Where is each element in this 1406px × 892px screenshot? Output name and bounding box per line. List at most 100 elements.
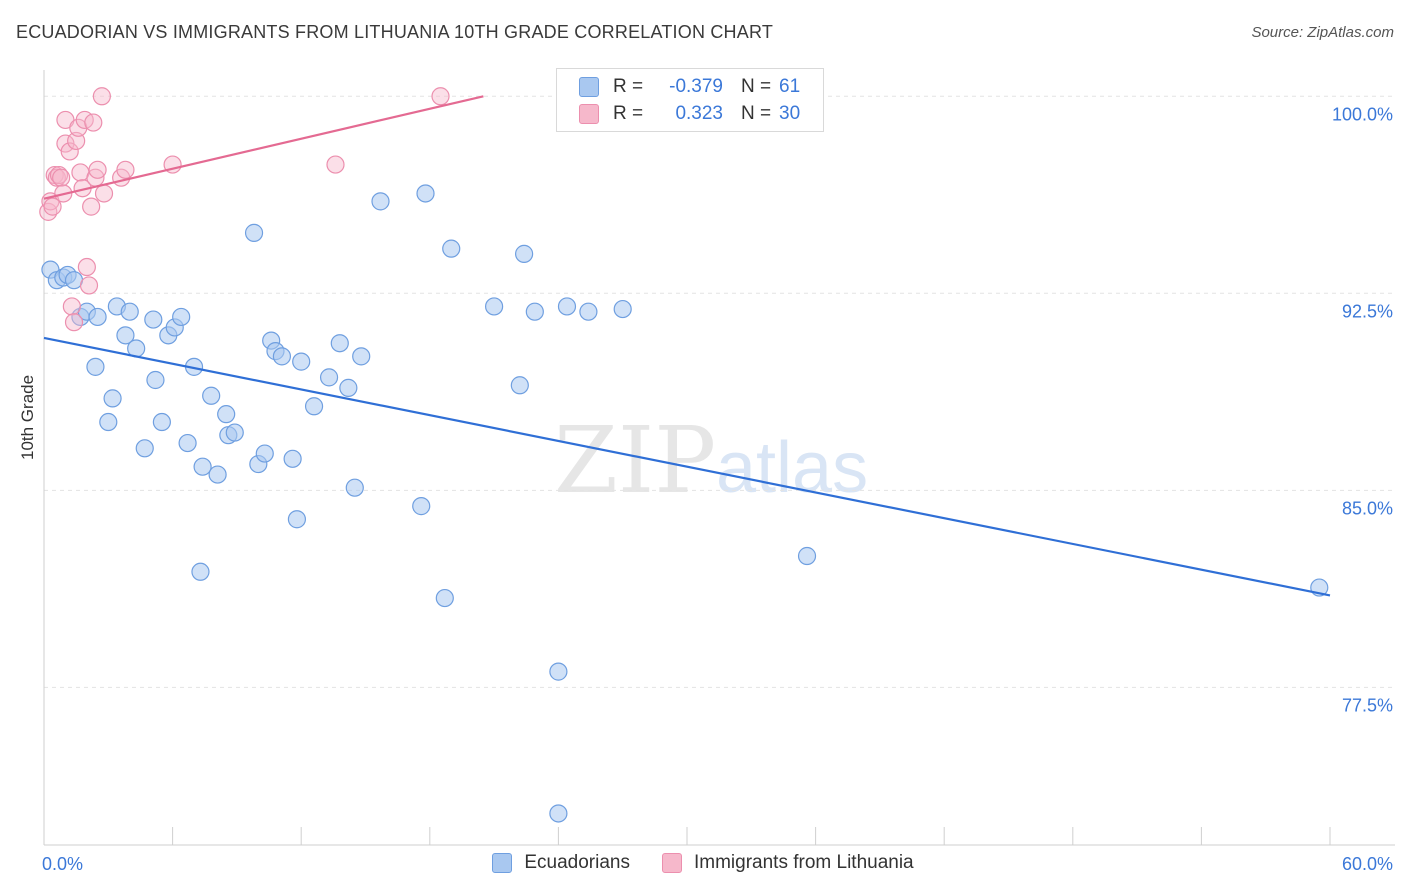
legend-n-label: N = xyxy=(741,103,772,124)
y-tick-label: 92.5% xyxy=(1342,301,1393,321)
point-ecuadorians xyxy=(319,368,339,387)
point-ecuadorians xyxy=(287,510,307,529)
point-ecuadorians xyxy=(525,302,544,321)
legend-row-ecuadorians: R = -0.379 N = 61 xyxy=(579,75,800,99)
point-ecuadorians xyxy=(146,370,165,390)
point-lithuania xyxy=(52,168,71,187)
point-ecuadorians xyxy=(193,457,212,476)
point-ecuadorians xyxy=(120,302,139,321)
legend-label-lithuania: Immigrants from Lithuania xyxy=(693,852,914,873)
point-ecuadorians xyxy=(217,405,236,424)
point-ecuadorians xyxy=(416,184,435,203)
point-lithuania xyxy=(77,257,96,277)
source-label: Source: ZipAtlas.com xyxy=(1251,24,1394,41)
point-ecuadorians xyxy=(485,297,504,316)
gridlines xyxy=(44,95,1395,688)
point-ecuadorians xyxy=(549,662,568,681)
point-lithuania xyxy=(92,87,111,106)
point-ecuadorians xyxy=(304,397,324,416)
point-lithuania xyxy=(116,160,135,179)
point-ecuadorians xyxy=(371,192,390,211)
point-lithuania xyxy=(49,165,69,185)
point-ecuadorians xyxy=(208,465,227,484)
legend-swatch-blue xyxy=(579,77,599,97)
point-ecuadorians xyxy=(255,444,274,463)
legend-item-ecuadorians[interactable]: Ecuadorians xyxy=(492,852,630,874)
point-ecuadorians xyxy=(103,389,122,408)
legend-swatch-pink xyxy=(661,853,682,873)
point-ecuadorians xyxy=(202,386,221,405)
series-lithuania-points xyxy=(39,87,450,332)
legend-item-lithuania[interactable]: Immigrants from Lithuania xyxy=(661,852,914,874)
point-ecuadorians xyxy=(225,423,244,442)
point-ecuadorians xyxy=(144,310,163,329)
point-ecuadorians xyxy=(442,239,461,258)
point-ecuadorians xyxy=(345,478,364,497)
point-lithuania xyxy=(82,197,101,216)
point-lithuania xyxy=(94,184,114,203)
point-ecuadorians xyxy=(86,357,105,376)
point-lithuania xyxy=(84,113,103,132)
point-ecuadorians xyxy=(579,302,598,321)
point-ecuadorians xyxy=(99,412,118,432)
point-ecuadorians xyxy=(549,804,568,823)
legend-r-label: R = xyxy=(613,76,644,97)
legend-r-value: -0.379 xyxy=(669,76,723,97)
y-tick-labels: 100.0% 92.5% 85.0% 77.5% xyxy=(1332,104,1393,715)
legend-swatch-blue xyxy=(492,853,513,873)
point-ecuadorians xyxy=(339,378,358,397)
point-ecuadorians xyxy=(435,588,454,608)
point-ecuadorians xyxy=(557,297,577,316)
point-ecuadorians xyxy=(172,307,191,327)
y-axis-title: 10th Grade xyxy=(18,374,37,460)
watermark: ZIP atlas xyxy=(554,407,868,514)
point-ecuadorians xyxy=(116,326,135,345)
point-lithuania xyxy=(67,131,86,151)
point-ecuadorians xyxy=(613,299,632,319)
point-ecuadorians xyxy=(88,307,107,327)
point-lithuania xyxy=(43,197,62,216)
trendline-lithuania xyxy=(43,95,484,200)
series-ecuadorians-points xyxy=(41,184,1329,823)
point-ecuadorians xyxy=(135,439,154,458)
point-lithuania xyxy=(326,155,345,174)
point-ecuadorians xyxy=(515,244,534,263)
point-ecuadorians xyxy=(330,334,349,353)
legend-row-lithuania: R = 0.323 N = 30 xyxy=(579,102,800,126)
trend-lines xyxy=(43,95,1331,597)
point-ecuadorians xyxy=(191,562,210,581)
chart-title: ECUADORIAN VS IMMIGRANTS FROM LITHUANIA … xyxy=(16,22,774,42)
point-ecuadorians xyxy=(272,347,292,366)
point-ecuadorians xyxy=(292,352,311,371)
point-lithuania xyxy=(64,313,84,332)
point-lithuania xyxy=(60,142,79,161)
legend-n-label: N = xyxy=(741,76,772,97)
point-lithuania xyxy=(47,168,66,187)
point-ecuadorians xyxy=(152,412,171,432)
point-ecuadorians xyxy=(178,433,197,453)
x-tick-labels: 0.0% 60.0% xyxy=(42,854,1393,874)
legend-n-value: 61 xyxy=(779,76,801,97)
legend-swatch-pink xyxy=(579,104,599,124)
trendline-ecuadorians xyxy=(43,336,1331,597)
watermark-zip: ZIP xyxy=(554,407,716,514)
y-tick-label: 77.5% xyxy=(1342,695,1393,715)
x-tick-label: 0.0% xyxy=(42,854,83,874)
point-ecuadorians xyxy=(352,347,371,366)
legend-r-value: 0.323 xyxy=(675,103,723,124)
legend-label-ecuadorians: Ecuadorians xyxy=(524,852,630,873)
point-lithuania xyxy=(88,160,107,179)
x-tick-label: 60.0% xyxy=(1342,854,1393,874)
legend-n-value: 30 xyxy=(779,103,801,124)
point-ecuadorians xyxy=(412,497,431,516)
y-tick-label: 100.0% xyxy=(1332,104,1393,124)
correlation-legend: R = -0.379 N = 61 R = 0.323 N = 30 xyxy=(556,68,824,132)
axes xyxy=(43,70,1395,846)
watermark-atlas: atlas xyxy=(716,428,868,508)
series-legend: Ecuadorians Immigrants from Lithuania xyxy=(0,852,1406,874)
point-ecuadorians xyxy=(510,376,529,395)
point-lithuania xyxy=(79,276,99,295)
legend-r-label: R = xyxy=(613,103,644,124)
point-lithuania xyxy=(431,87,450,106)
